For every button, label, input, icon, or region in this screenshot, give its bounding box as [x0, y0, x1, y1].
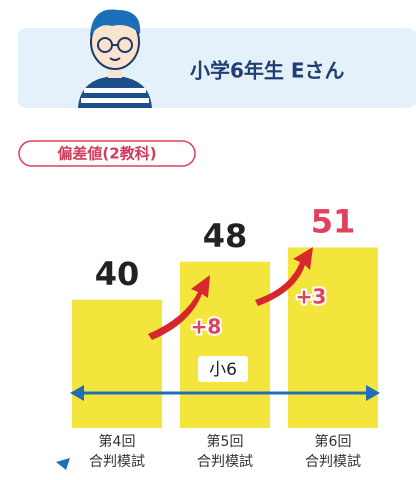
annotation: +3 [296, 285, 327, 309]
increase-arrows [148, 247, 313, 340]
header-title: 小学6年生 Eさん [190, 59, 345, 83]
x-tick-label: 第5回 合判模試 [197, 434, 253, 470]
x-tick-label: 第4回 合判模試 [89, 434, 145, 470]
value-label: 40 [95, 255, 140, 293]
avatar [78, 9, 152, 108]
annotation: +8 [191, 315, 222, 339]
bar [180, 261, 270, 428]
badge [18, 140, 196, 167]
value-label: 51 [311, 203, 356, 241]
badge-text: 偏差値(2教科) [57, 145, 156, 163]
span-label: 小6 [209, 360, 237, 380]
x-tick-label: 第6回 合判模試 [305, 434, 361, 470]
decoration [56, 458, 70, 470]
bar [72, 299, 162, 428]
value-label: 48 [203, 217, 248, 255]
bar [288, 247, 378, 428]
span-arrow [70, 356, 380, 401]
